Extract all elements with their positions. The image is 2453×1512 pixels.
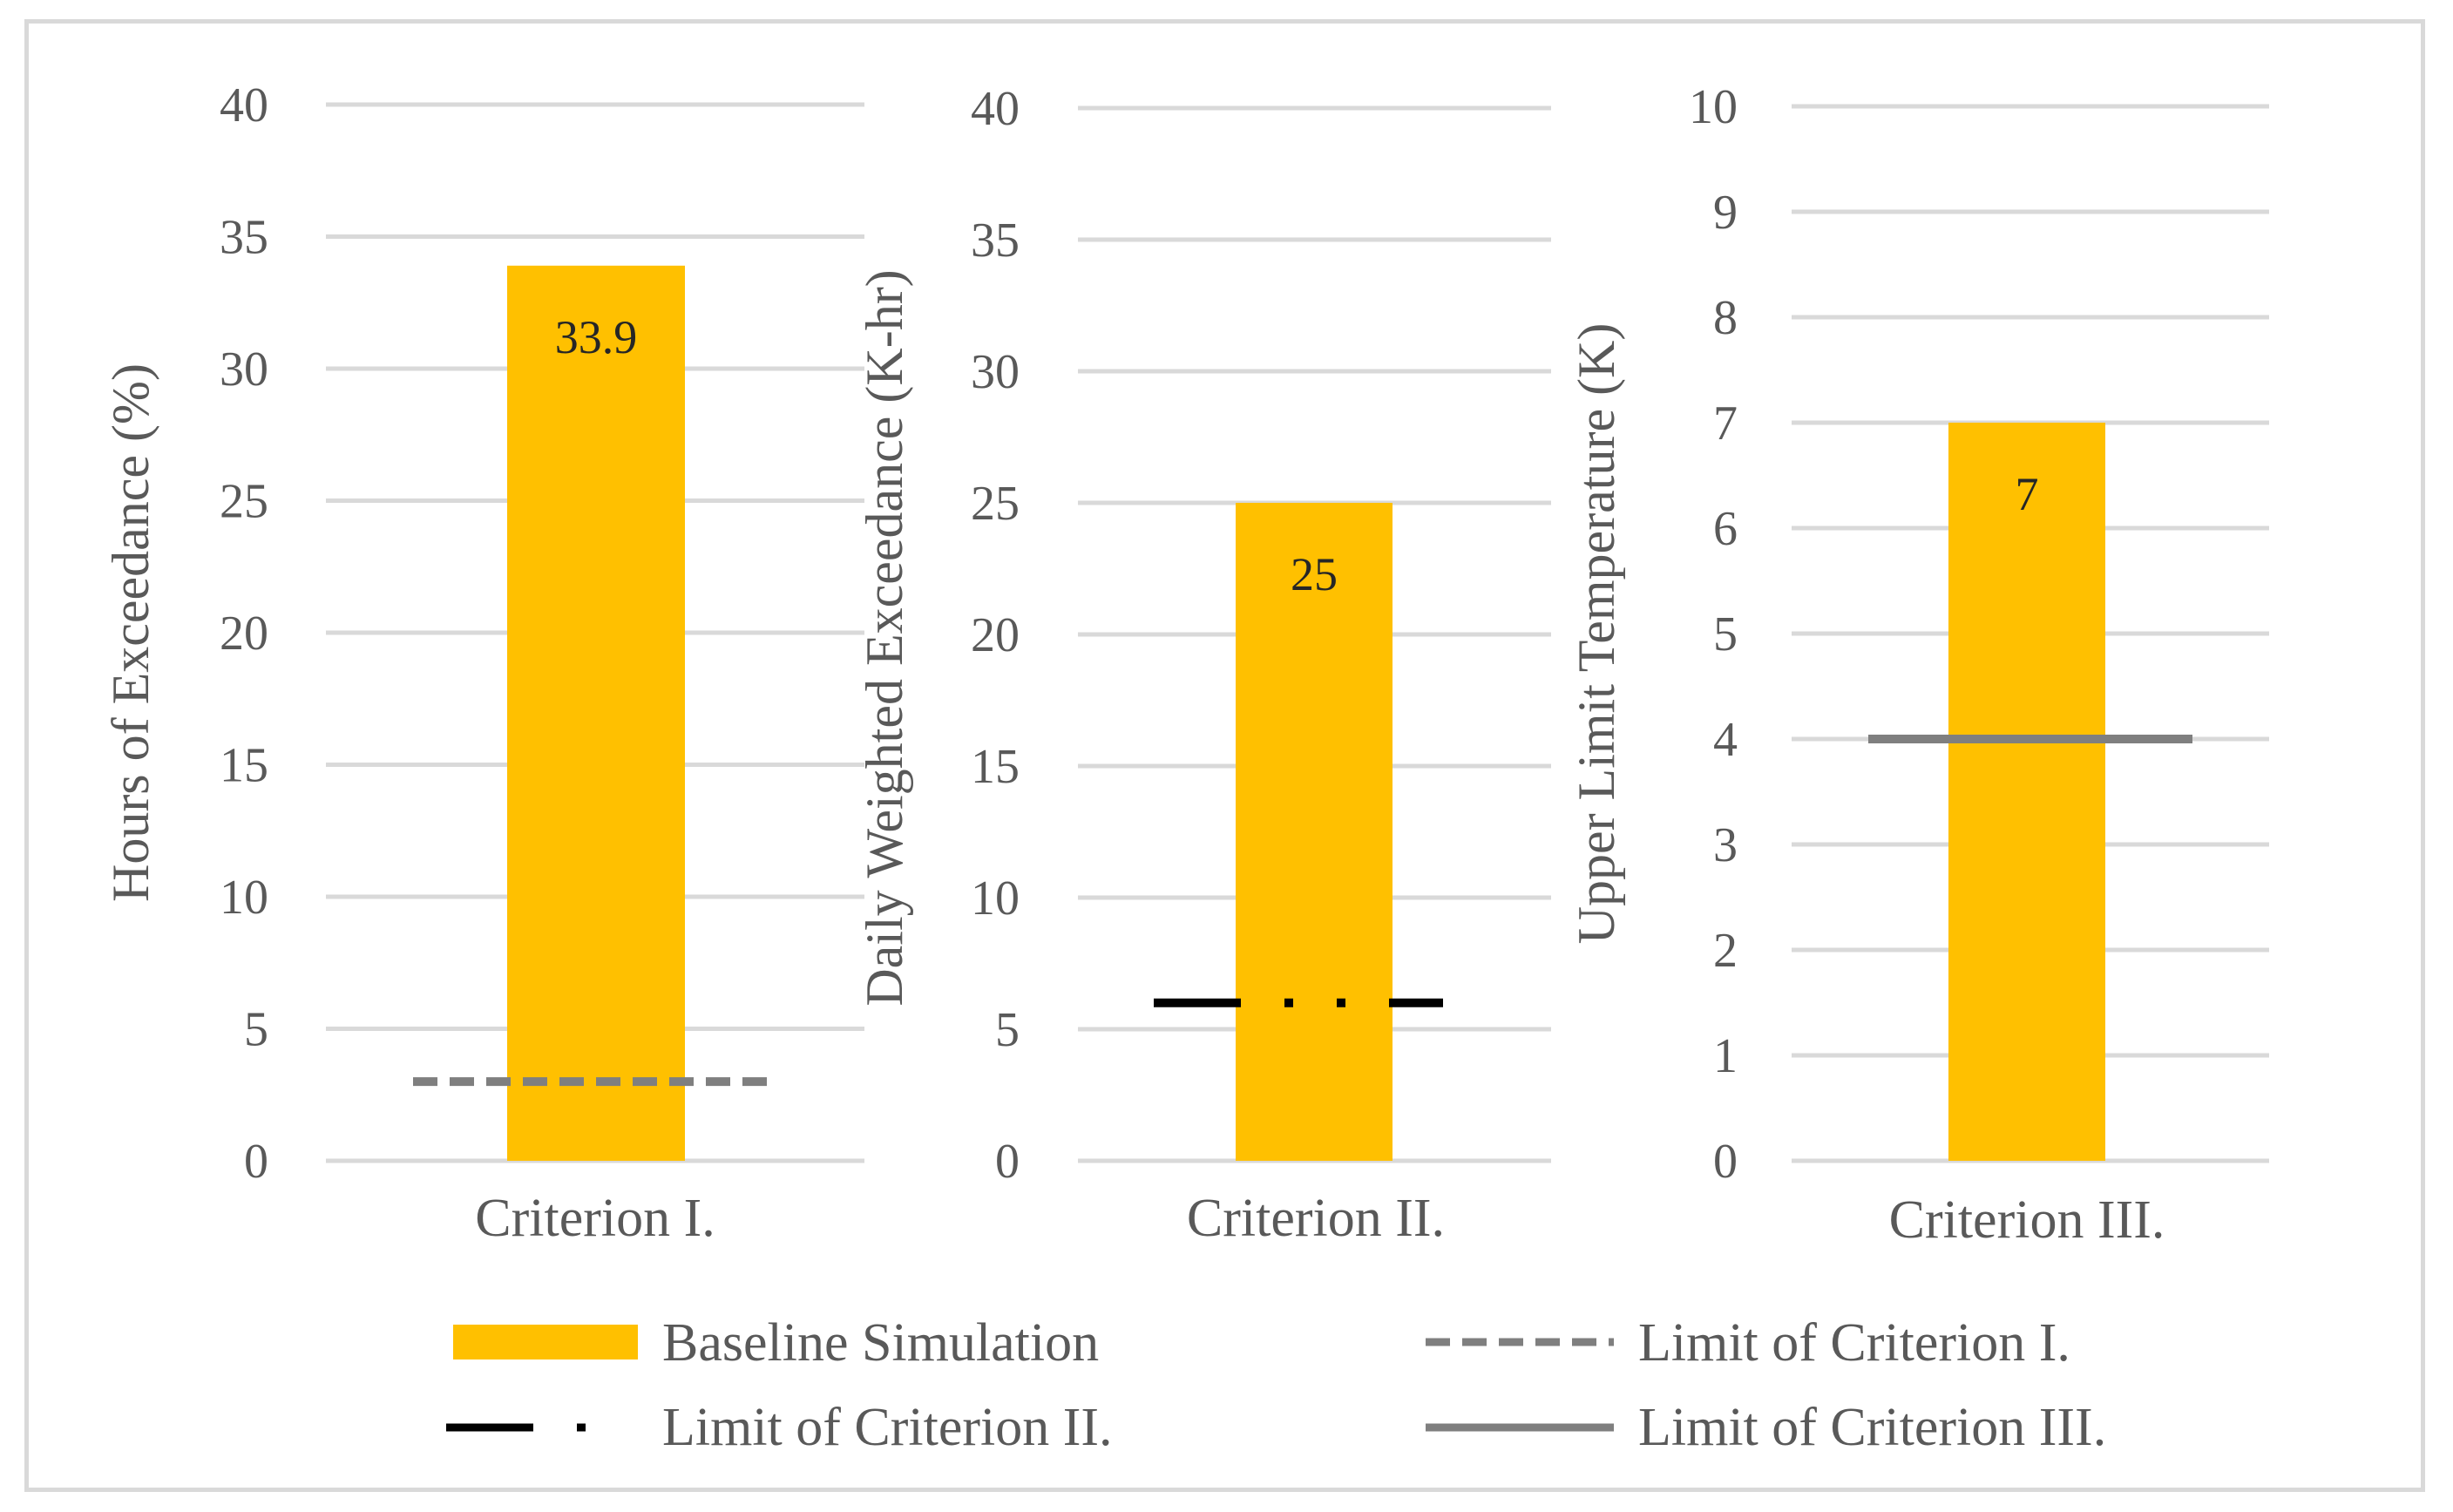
legend-label-1: Limit of Criterion I.	[1638, 1313, 2070, 1373]
chart1-ytick-label-1: 5	[244, 1003, 268, 1057]
chart3-ytick-label-5: 5	[1713, 607, 1738, 661]
legend-label-3: Limit of Criterion III.	[1638, 1398, 2106, 1457]
chart1-data-label-0: 33.9	[555, 311, 638, 363]
chart2-bar-0	[1236, 503, 1393, 1161]
chart2-ytick-label-6: 30	[971, 345, 1020, 399]
chart1-ytick-label-5: 25	[220, 475, 268, 529]
chart3-y-axis-title: Upper Limit Temperature (K)	[1568, 323, 1625, 945]
chart1-ytick-label-7: 35	[220, 211, 268, 265]
chart2-ytick-label-8: 40	[971, 82, 1020, 136]
chart1-bar-0	[507, 265, 685, 1162]
chart2-ytick-label-3: 15	[971, 740, 1020, 794]
chart3-ytick-label-0: 0	[1713, 1135, 1738, 1189]
chart3-bar-0	[1948, 423, 2105, 1161]
chart3-category-label: Criterion III.	[1889, 1190, 2165, 1250]
chart1-ytick-label-2: 10	[220, 871, 268, 925]
chart2-y-axis-title: Daily Weighted Exceedance (K-hr)	[856, 269, 913, 1006]
chart3-ytick-label-9: 9	[1713, 186, 1738, 240]
chart3-ytick-label-10: 10	[1689, 80, 1738, 134]
chart1-ytick-label-8: 40	[220, 78, 268, 132]
chart1-ytick-label-0: 0	[244, 1135, 268, 1189]
chart2-ytick-label-0: 0	[995, 1135, 1020, 1189]
chart2-ytick-label-2: 10	[971, 871, 1020, 926]
chart3-ytick-label-8: 8	[1713, 291, 1738, 345]
chart2-data-label-0: 25	[1291, 548, 1338, 600]
chart3-ytick-label-6: 6	[1713, 502, 1738, 556]
chart2-ytick-label-5: 25	[971, 477, 1020, 531]
chart1-category-label: Criterion I.	[475, 1189, 715, 1248]
chart2-ytick-label-4: 20	[971, 608, 1020, 662]
chart3-ytick-label-2: 2	[1713, 924, 1738, 978]
legend-label-0: Baseline Simulation	[662, 1313, 1099, 1373]
legend-swatch-0	[453, 1325, 638, 1359]
chart3-ytick-label-4: 4	[1713, 713, 1738, 767]
chart3-ytick-label-7: 7	[1713, 397, 1738, 451]
chart3-ytick-label-1: 1	[1713, 1029, 1738, 1083]
chart1-y-axis-title: Hours of Exceedance (%)	[102, 363, 159, 902]
chart1-ytick-label-6: 30	[220, 342, 268, 397]
chart3-data-label-0: 7	[2016, 468, 2039, 520]
chart2-ytick-label-7: 35	[971, 214, 1020, 268]
chart2-category-label: Criterion II.	[1187, 1189, 1445, 1248]
legend-label-2: Limit of Criterion II.	[662, 1398, 1113, 1457]
chart1-ytick-label-3: 15	[220, 739, 268, 793]
chart1-ytick-label-4: 20	[220, 607, 268, 661]
chart3-ytick-label-3: 3	[1713, 818, 1738, 872]
chart2-ytick-label-1: 5	[995, 1003, 1020, 1057]
